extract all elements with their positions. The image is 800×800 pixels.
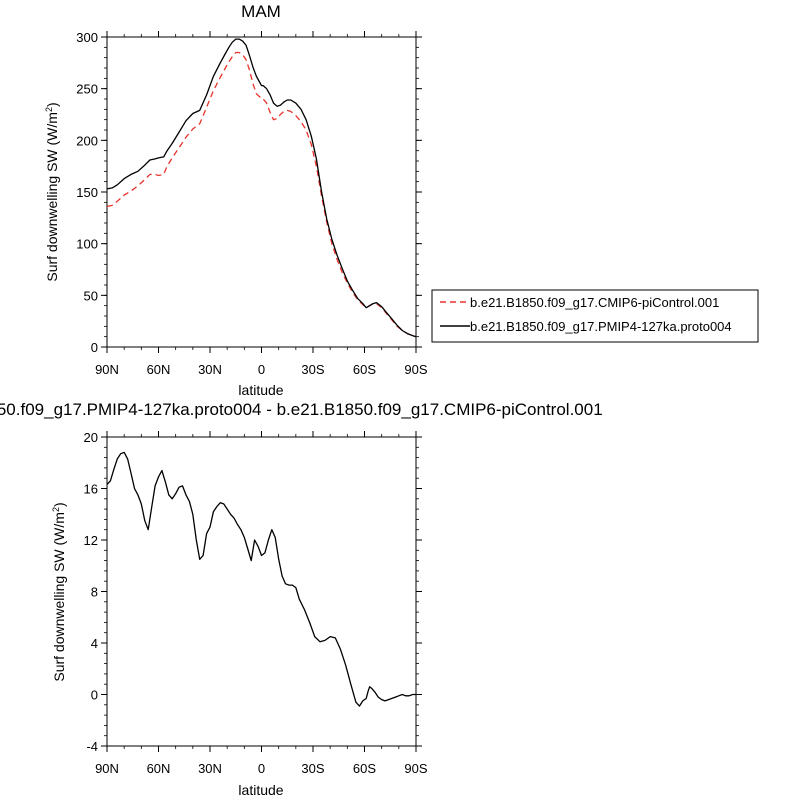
top-x-tick-label: 60N bbox=[147, 362, 171, 377]
bottom-y-axis-label-superscript: 2 bbox=[51, 507, 61, 512]
top-y-tick-label: 200 bbox=[76, 133, 98, 148]
bottom-x-tick-label: 30N bbox=[198, 761, 222, 776]
top-title: MAM bbox=[241, 2, 281, 21]
bottom-x-tick-label: 90S bbox=[404, 761, 427, 776]
top-y-tick-label: 50 bbox=[84, 288, 98, 303]
bottom-y-tick-label: 8 bbox=[91, 585, 98, 600]
bottom-x-tick-label: 30S bbox=[301, 761, 324, 776]
top-y-tick-label: 250 bbox=[76, 82, 98, 97]
bottom-y-tick-label: -4 bbox=[86, 739, 98, 754]
bottom-x-axis-label: latitude bbox=[238, 782, 283, 798]
top-series-line-1 bbox=[106, 38, 417, 338]
legend-label-picontrol: b.e21.B1850.f09_g17.CMIP6-piControl.001 bbox=[470, 295, 719, 310]
legend-label-pmip4: b.e21.B1850.f09_g17.PMIP4-127ka.proto004 bbox=[470, 319, 732, 334]
top-x-axis-label: latitude bbox=[238, 382, 283, 398]
bottom-x-tick-label: 0 bbox=[258, 761, 265, 776]
top-y-tick-label: 100 bbox=[76, 237, 98, 252]
bottom-plot-frame bbox=[106, 436, 417, 747]
top-y-axis-label-close: ) bbox=[44, 102, 60, 107]
top-x-tick-label: 90S bbox=[404, 362, 427, 377]
top-y-axis-label-superscript: 2 bbox=[44, 107, 54, 112]
top-x-tick-label: 60S bbox=[353, 362, 376, 377]
bottom-x-tick-label: 60N bbox=[147, 761, 171, 776]
top-y-axis-label: Surf downwelling SW (W/m2) bbox=[44, 102, 60, 281]
top-x-tick-label: 0 bbox=[258, 362, 265, 377]
legend: b.e21.B1850.f09_g17.CMIP6-piControl.001 … bbox=[431, 289, 759, 343]
legend-box bbox=[431, 289, 759, 343]
bottom-y-axis-label-main: Surf downwelling SW (W/m bbox=[51, 512, 67, 682]
bottom-y-axis-label-close: ) bbox=[51, 502, 67, 507]
top-x-tick-label: 30N bbox=[198, 362, 222, 377]
bottom-series bbox=[106, 451, 416, 707]
bottom-y-tick-label: 20 bbox=[84, 430, 98, 445]
bottom-y-axis-label: Surf downwelling SW (W/m2) bbox=[51, 502, 67, 681]
bottom-ticks: -4 0 4 8 12 16 20 90N 60N 30N 0 30S 60S 90S bbox=[84, 430, 428, 776]
top-ticks: 0 50 100 150 200 250 300 90N 60N 30N 0 30S 60S 90S bbox=[76, 30, 428, 377]
bottom-y-tick-label: 4 bbox=[91, 636, 98, 651]
top-y-tick-label: 150 bbox=[76, 185, 98, 200]
bottom-title: b.e21.B1850.f09_g17.PMIP4-127ka.proto004… bbox=[0, 400, 603, 419]
bottom-x-tick-label: 60S bbox=[353, 761, 376, 776]
top-series bbox=[106, 38, 417, 338]
top-series-line-0 bbox=[106, 51, 417, 338]
top-y-tick-label: 0 bbox=[91, 340, 98, 355]
top-y-tick-label: 300 bbox=[76, 30, 98, 45]
top-plot-frame bbox=[106, 36, 417, 348]
bottom-panel: b.e21.B1850.f09_g17.PMIP4-127ka.proto004… bbox=[0, 400, 603, 798]
bottom-y-tick-label: 12 bbox=[84, 533, 98, 548]
top-x-tick-label: 30S bbox=[301, 362, 324, 377]
bottom-series-line-0 bbox=[106, 451, 416, 707]
bottom-x-tick-label: 90N bbox=[95, 761, 119, 776]
bottom-y-tick-label: 0 bbox=[91, 688, 98, 703]
top-panel: MAM 0 50 100 150 200 250 300 90N 60N 30N 0 30S 60S 90… bbox=[44, 2, 759, 398]
top-x-tick-label: 90N bbox=[95, 362, 119, 377]
top-y-axis-label-main: Surf downwelling SW (W/m bbox=[44, 112, 60, 282]
bottom-y-tick-label: 16 bbox=[84, 482, 98, 497]
